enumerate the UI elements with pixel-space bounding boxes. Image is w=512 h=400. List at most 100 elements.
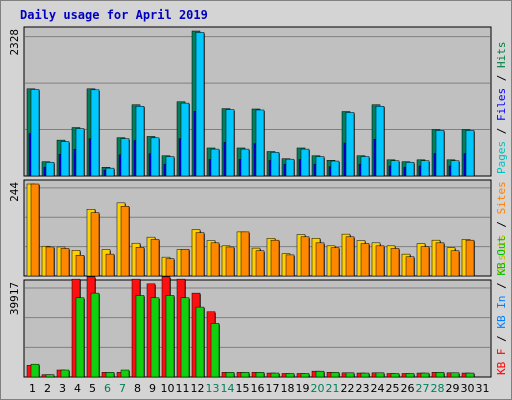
x-tick-label: 27	[416, 382, 430, 395]
bar-pages	[45, 162, 55, 177]
bar-sites	[450, 250, 460, 277]
bar-sites	[30, 183, 40, 277]
bar-kb-out	[300, 373, 310, 378]
bar-kb-out	[150, 297, 160, 378]
panel-kbytes	[23, 279, 492, 378]
ymax-label: 244	[8, 182, 21, 202]
x-tick-label: 30	[461, 382, 475, 395]
bar-pages	[330, 160, 340, 177]
bar-sites	[135, 247, 145, 277]
legend-separator: /	[495, 329, 508, 349]
bar-sites	[435, 242, 445, 277]
ymax-label: 2328	[8, 29, 21, 56]
legend-separator: /	[495, 214, 508, 234]
bar-sites	[390, 248, 400, 277]
legend-entry: KB F	[495, 349, 508, 376]
x-tick-label: 14	[221, 382, 235, 395]
bar-kb-out	[180, 297, 190, 378]
bar-kb-out	[165, 295, 175, 378]
bar-sites	[45, 246, 55, 277]
bar-sites	[240, 231, 250, 277]
bar-pages	[105, 167, 115, 177]
x-tick-label: 1	[29, 382, 36, 395]
legend-separator: /	[495, 276, 508, 296]
x-tick-label: 2	[44, 382, 51, 395]
legend-separator: /	[495, 121, 508, 141]
x-tick-label: 19	[296, 382, 310, 395]
x-tick-label: 3	[59, 382, 66, 395]
x-tick-label: 15	[236, 382, 250, 395]
bar-kb-out	[105, 372, 115, 378]
bar-pages	[465, 130, 475, 177]
bar-pages	[225, 109, 235, 177]
bar-pages	[75, 128, 85, 177]
bar-sites	[180, 248, 190, 277]
x-tick-label: 16	[251, 382, 265, 395]
x-tick-label: 17	[266, 382, 280, 395]
x-tick-label: 20	[311, 382, 325, 395]
bar-kb-out	[390, 373, 400, 378]
bar-kb-out	[435, 372, 445, 378]
bar-kb-out	[315, 370, 325, 378]
x-tick-label: 4	[74, 382, 81, 395]
bar-sites	[195, 232, 205, 277]
bar-sites	[285, 254, 295, 277]
ymax-label: 39917	[8, 282, 21, 315]
bar-kb-out	[195, 306, 205, 378]
bar-pages	[270, 152, 280, 177]
bar-kb-out	[135, 295, 145, 378]
bar-sites	[75, 255, 85, 277]
legend-visits-sites: Visits / Sites	[495, 181, 508, 274]
x-tick-label: 29	[446, 382, 460, 395]
x-tick-label: 28	[431, 382, 445, 395]
bar-pages	[180, 102, 190, 177]
legend-kbytes: KB F / KB In / KB Out	[495, 236, 508, 375]
bar-pages	[360, 156, 370, 177]
bar-pages	[90, 89, 100, 177]
bar-kb-out	[465, 372, 475, 378]
bar-pages	[120, 138, 130, 177]
bar-kb-out	[75, 297, 85, 378]
bar-pages	[390, 160, 400, 177]
x-tick-label: 9	[149, 382, 156, 395]
bar-sites	[405, 256, 415, 277]
bar-pages	[435, 130, 445, 177]
x-tick-label: 24	[371, 382, 385, 395]
x-tick-label: 23	[356, 382, 370, 395]
legend-entry: Visits	[495, 234, 508, 274]
bar-pages	[135, 105, 145, 177]
bar-kb-out	[255, 372, 265, 378]
x-tick-label: 31	[476, 382, 490, 395]
legend-entry: Files	[495, 88, 508, 121]
bar-pages	[315, 156, 325, 177]
bar-pages	[345, 112, 355, 177]
bar-pages	[165, 156, 175, 177]
bar-kb-out	[210, 323, 220, 378]
x-tick-label: 8	[134, 382, 141, 395]
bar-sites	[465, 239, 475, 277]
x-tick-label: 11	[176, 382, 190, 395]
bar-pages	[405, 162, 415, 177]
bar-kb-out	[90, 292, 100, 378]
bar-pages	[375, 105, 385, 177]
legend-entry: KB Out	[495, 236, 508, 276]
bar-sites	[225, 246, 235, 277]
x-tick-label: 18	[281, 382, 295, 395]
bar-sites	[210, 242, 220, 277]
bar-kb-out	[330, 372, 340, 378]
bar-pages	[240, 148, 250, 177]
bar-sites	[420, 246, 430, 277]
bar-kb-out	[30, 363, 40, 378]
bar-kb-out	[450, 372, 460, 378]
bar-kb-out	[360, 372, 370, 378]
legend-entry: Sites	[495, 181, 508, 214]
bar-pages	[210, 148, 220, 177]
bar-sites	[165, 258, 175, 277]
bar-kb-out	[270, 372, 280, 378]
x-tick-label: 13	[206, 382, 220, 395]
bar-pages	[195, 32, 205, 177]
bar-sites	[360, 243, 370, 277]
legend-hits-files-pages: Pages / Files / Hits	[495, 42, 508, 175]
legend-entry: KB In	[495, 296, 508, 329]
